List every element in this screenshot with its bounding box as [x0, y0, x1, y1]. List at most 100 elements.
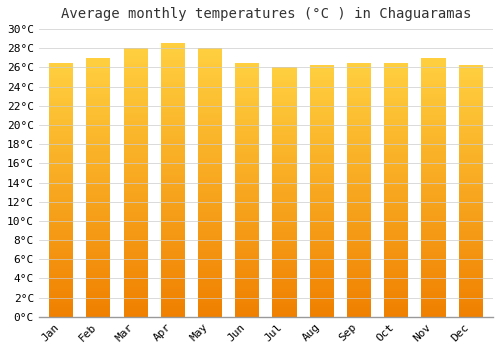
- Bar: [272, 150, 296, 152]
- Bar: [198, 124, 222, 126]
- Bar: [384, 126, 408, 129]
- Bar: [124, 250, 148, 252]
- Bar: [86, 195, 110, 198]
- Bar: [49, 91, 73, 93]
- Bar: [458, 294, 483, 296]
- Bar: [458, 239, 483, 241]
- Bar: [49, 289, 73, 292]
- Bar: [160, 101, 185, 104]
- Bar: [235, 78, 260, 80]
- Bar: [347, 154, 371, 157]
- Bar: [235, 314, 260, 317]
- Bar: [347, 223, 371, 225]
- Bar: [124, 303, 148, 306]
- Bar: [49, 314, 73, 317]
- Bar: [458, 70, 483, 72]
- Bar: [160, 161, 185, 164]
- Bar: [198, 244, 222, 247]
- Bar: [310, 118, 334, 120]
- Bar: [86, 117, 110, 120]
- Bar: [160, 104, 185, 106]
- Bar: [458, 244, 483, 246]
- Bar: [49, 208, 73, 210]
- Bar: [124, 75, 148, 78]
- Bar: [310, 158, 334, 160]
- Bar: [198, 196, 222, 199]
- Bar: [86, 182, 110, 185]
- Bar: [198, 298, 222, 301]
- Bar: [422, 314, 446, 317]
- Bar: [235, 253, 260, 256]
- Bar: [347, 279, 371, 281]
- Bar: [347, 200, 371, 202]
- Bar: [347, 284, 371, 286]
- Bar: [458, 100, 483, 103]
- Bar: [310, 105, 334, 107]
- Bar: [86, 156, 110, 159]
- Bar: [384, 253, 408, 256]
- Bar: [235, 139, 260, 141]
- Bar: [347, 215, 371, 218]
- Bar: [384, 281, 408, 284]
- Bar: [124, 279, 148, 282]
- Bar: [458, 105, 483, 107]
- Bar: [160, 167, 185, 169]
- Bar: [310, 201, 334, 203]
- Bar: [310, 264, 334, 266]
- Bar: [86, 174, 110, 177]
- Bar: [160, 197, 185, 199]
- Bar: [198, 150, 222, 153]
- Bar: [124, 174, 148, 177]
- Bar: [422, 270, 446, 273]
- Bar: [347, 258, 371, 261]
- Bar: [384, 274, 408, 276]
- Bar: [124, 105, 148, 107]
- Bar: [347, 246, 371, 248]
- Bar: [384, 299, 408, 302]
- Bar: [272, 147, 296, 150]
- Bar: [384, 106, 408, 108]
- Bar: [160, 295, 185, 298]
- Bar: [160, 106, 185, 109]
- Bar: [347, 159, 371, 162]
- Bar: [422, 187, 446, 190]
- Bar: [160, 243, 185, 246]
- Bar: [198, 97, 222, 99]
- Bar: [235, 169, 260, 172]
- Bar: [160, 298, 185, 300]
- Bar: [86, 237, 110, 239]
- Bar: [422, 102, 446, 104]
- Bar: [198, 287, 222, 290]
- Bar: [272, 210, 296, 212]
- Bar: [86, 102, 110, 104]
- Bar: [422, 130, 446, 133]
- Bar: [124, 309, 148, 312]
- Bar: [198, 86, 222, 89]
- Bar: [160, 208, 185, 210]
- Bar: [422, 156, 446, 159]
- Bar: [458, 143, 483, 145]
- Bar: [310, 208, 334, 211]
- Bar: [384, 113, 408, 116]
- Bar: [384, 230, 408, 233]
- Bar: [235, 103, 260, 106]
- Bar: [49, 139, 73, 141]
- Bar: [384, 85, 408, 88]
- Bar: [124, 247, 148, 250]
- Bar: [422, 239, 446, 242]
- Bar: [235, 294, 260, 296]
- Bar: [49, 149, 73, 152]
- Bar: [347, 134, 371, 136]
- Bar: [49, 98, 73, 101]
- Bar: [272, 165, 296, 167]
- Bar: [86, 94, 110, 97]
- Bar: [458, 236, 483, 239]
- Bar: [310, 206, 334, 208]
- Bar: [458, 160, 483, 163]
- Bar: [384, 266, 408, 268]
- Bar: [86, 291, 110, 294]
- Bar: [458, 307, 483, 309]
- Bar: [235, 126, 260, 129]
- Bar: [49, 230, 73, 233]
- Bar: [347, 65, 371, 68]
